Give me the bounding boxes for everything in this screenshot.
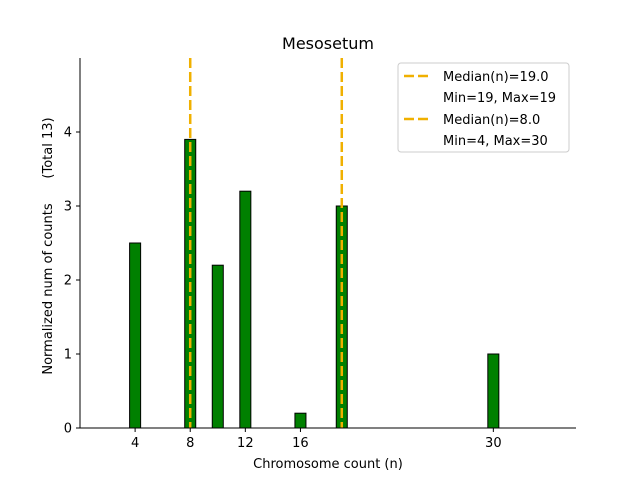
- plot-area: [129, 138, 500, 429]
- legend-label-8: Median(n)=8.0: [443, 113, 540, 128]
- legend: Median(n)=19.0 Min=19, Max=19 Median(n)=8.…: [397, 62, 570, 153]
- y-tick-label-4: 4: [64, 126, 72, 141]
- x-tick-label-8: 8: [186, 436, 194, 451]
- y-axis-total-note: (Total 13): [41, 117, 56, 178]
- x-tick-label-16: 16: [292, 436, 309, 451]
- y-tick-label-0: 0: [64, 422, 72, 437]
- x-tick-label-30: 30: [485, 436, 502, 451]
- bar-12: [239, 190, 252, 429]
- x-tick-label-12: 12: [237, 436, 254, 451]
- legend-box: [397, 62, 570, 153]
- y-axis-label: Normalized num of counts: [41, 203, 56, 374]
- chart-title: Mesosetum: [282, 34, 374, 53]
- bar-16: [294, 412, 307, 429]
- x-tick-label-4: 4: [131, 436, 139, 451]
- bar-30: [487, 353, 500, 429]
- y-axis: 0 1 2 3 4: [64, 58, 81, 437]
- y-tick-label-3: 3: [64, 200, 72, 215]
- bar-10: [211, 264, 224, 429]
- legend-sublabel-8: Min=4, Max=30: [443, 134, 548, 149]
- legend-sublabel-19: Min=19, Max=19: [443, 91, 556, 106]
- median-lines: [188, 58, 344, 428]
- bar-4: [129, 242, 142, 429]
- legend-label-19: Median(n)=19.0: [443, 70, 549, 85]
- x-axis-label: Chromosome count (n): [253, 457, 403, 472]
- y-tick-label-1: 1: [64, 348, 72, 363]
- x-axis: 4 8 12 16 30: [80, 427, 576, 451]
- y-tick-label-2: 2: [64, 274, 72, 289]
